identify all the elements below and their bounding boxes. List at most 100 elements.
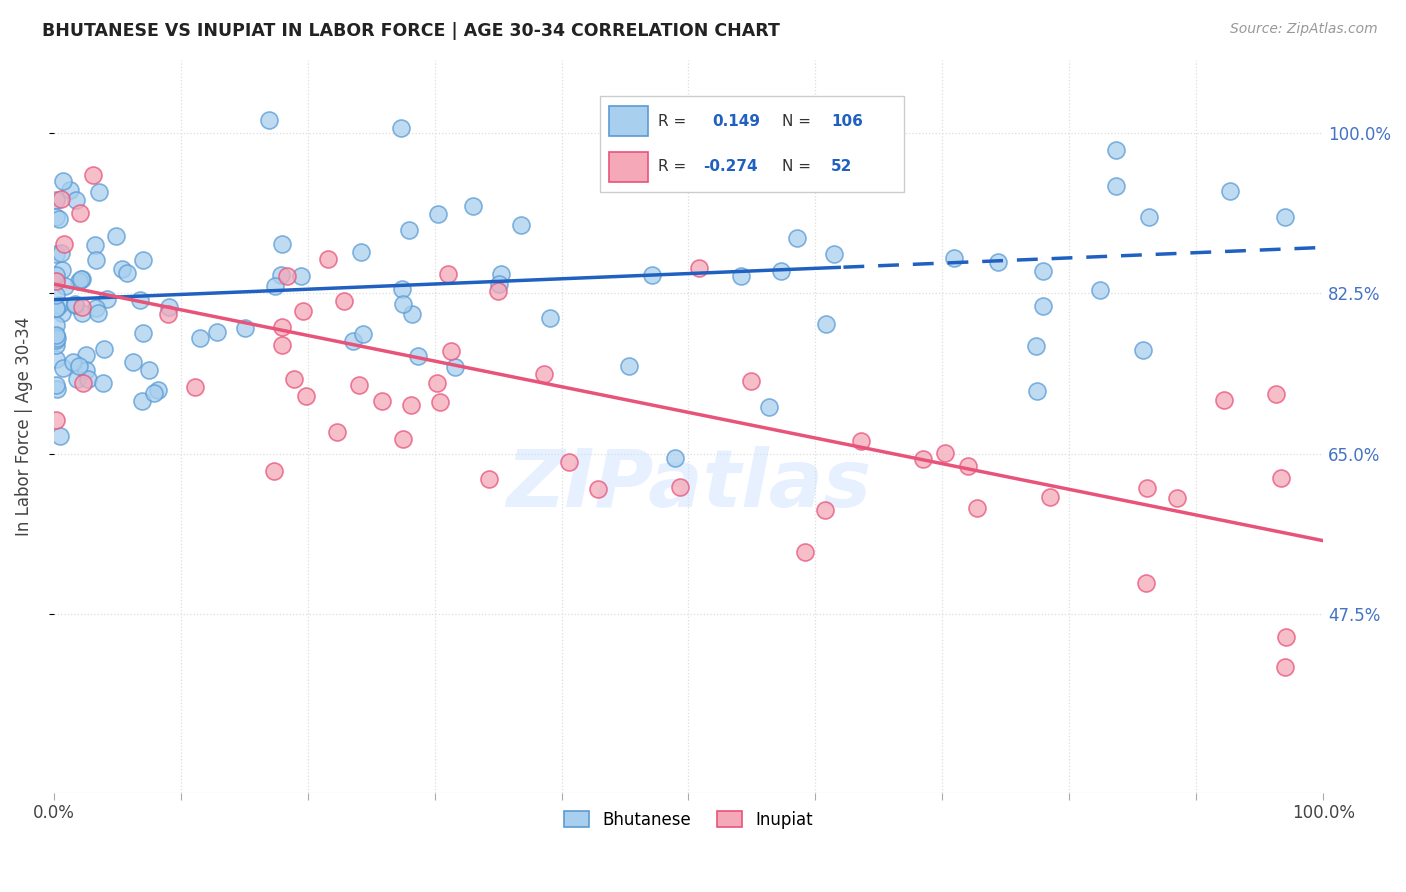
Point [62, 355, 84, 369]
Point [51, 192, 73, 206]
Point [65, 297, 87, 311]
Point [391, 433, 413, 447]
Point [486, 284, 509, 298]
Point [389, 121, 412, 136]
Point [45, 351, 67, 366]
Point [664, 450, 686, 465]
Point [131, 394, 153, 409]
Point [1039, 490, 1062, 504]
Legend: Bhutanese, Inupiat: Bhutanese, Inupiat [558, 805, 820, 836]
Point [276, 268, 298, 283]
Point [1025, 339, 1047, 353]
Point [45, 210, 67, 224]
Point [426, 376, 449, 390]
Point [84, 238, 107, 252]
Point [426, 207, 449, 221]
Point [987, 255, 1010, 269]
Point [111, 261, 134, 276]
Point [51, 246, 73, 260]
Point [45, 378, 67, 392]
Point [1166, 491, 1188, 505]
Point [146, 383, 169, 397]
Point [769, 264, 792, 278]
Point [1274, 210, 1296, 224]
Point [617, 359, 640, 374]
Point [45, 274, 67, 288]
Point [815, 318, 838, 332]
Point [75, 348, 97, 362]
Point [157, 307, 180, 321]
Point [89, 185, 111, 199]
Point [1132, 343, 1154, 357]
Text: Source: ZipAtlas.com: Source: ZipAtlas.com [1230, 22, 1378, 37]
Point [849, 434, 872, 449]
Point [1032, 299, 1054, 313]
Point [52, 174, 75, 188]
Point [477, 472, 499, 486]
Point [59, 183, 82, 197]
Point [75, 362, 97, 376]
Point [1274, 660, 1296, 674]
Point [48, 298, 70, 312]
Point [45, 329, 67, 343]
Point [84, 252, 107, 267]
Point [794, 544, 817, 558]
Point [271, 338, 294, 352]
Point [669, 480, 692, 494]
Point [740, 374, 762, 388]
Point [270, 268, 292, 282]
Point [67, 273, 90, 287]
Point [138, 363, 160, 377]
Point [1274, 630, 1296, 644]
Point [488, 277, 510, 292]
Point [463, 199, 485, 213]
Point [96, 293, 118, 307]
Point [290, 268, 312, 283]
Point [66, 371, 89, 385]
Point [271, 237, 294, 252]
Point [82, 168, 104, 182]
Point [912, 451, 935, 466]
Point [814, 503, 837, 517]
Point [263, 464, 285, 478]
Point [46, 382, 69, 396]
Point [641, 268, 664, 282]
Point [233, 320, 256, 334]
Point [966, 501, 988, 516]
Point [533, 368, 555, 382]
Point [45, 318, 67, 332]
Point [65, 193, 87, 207]
Text: BHUTANESE VS INUPIAT IN LABOR FORCE | AGE 30-34 CORRELATION CHART: BHUTANESE VS INUPIAT IN LABOR FORCE | AG… [42, 22, 780, 40]
Point [436, 268, 458, 282]
Point [45, 301, 67, 315]
Point [45, 193, 67, 207]
Point [45, 268, 67, 282]
Point [823, 247, 845, 261]
Point [51, 263, 73, 277]
Point [406, 349, 429, 363]
Point [70, 306, 93, 320]
Point [143, 386, 166, 401]
Point [63, 298, 86, 312]
Point [1265, 387, 1288, 401]
Point [45, 301, 67, 316]
Point [291, 304, 314, 318]
Y-axis label: In Labor Force | Age 30-34: In Labor Force | Age 30-34 [15, 317, 32, 536]
Point [53, 237, 76, 252]
Point [49, 429, 72, 443]
Point [46, 331, 69, 345]
Point [86, 301, 108, 316]
Point [69, 206, 91, 220]
Point [67, 359, 90, 373]
Point [786, 231, 808, 245]
Point [184, 380, 207, 394]
Point [1105, 143, 1128, 157]
Point [45, 327, 67, 342]
Point [77, 371, 100, 385]
Point [70, 272, 93, 286]
Point [325, 425, 347, 440]
Point [55, 279, 77, 293]
Point [316, 252, 339, 266]
Point [538, 311, 561, 326]
Point [934, 446, 956, 460]
